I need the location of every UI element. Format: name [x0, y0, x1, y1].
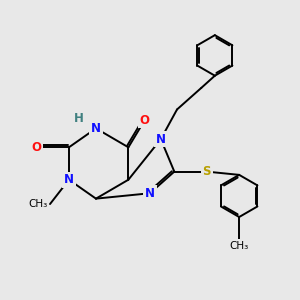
- Text: N: N: [145, 187, 155, 200]
- Text: CH₃: CH₃: [230, 241, 249, 250]
- Text: O: O: [32, 141, 41, 154]
- Text: N: N: [64, 173, 74, 186]
- Text: H: H: [74, 112, 84, 124]
- Text: CH₃: CH₃: [28, 199, 47, 209]
- Text: S: S: [202, 165, 211, 178]
- Text: O: O: [140, 114, 150, 127]
- Text: N: N: [91, 122, 101, 135]
- Text: N: N: [156, 133, 166, 146]
